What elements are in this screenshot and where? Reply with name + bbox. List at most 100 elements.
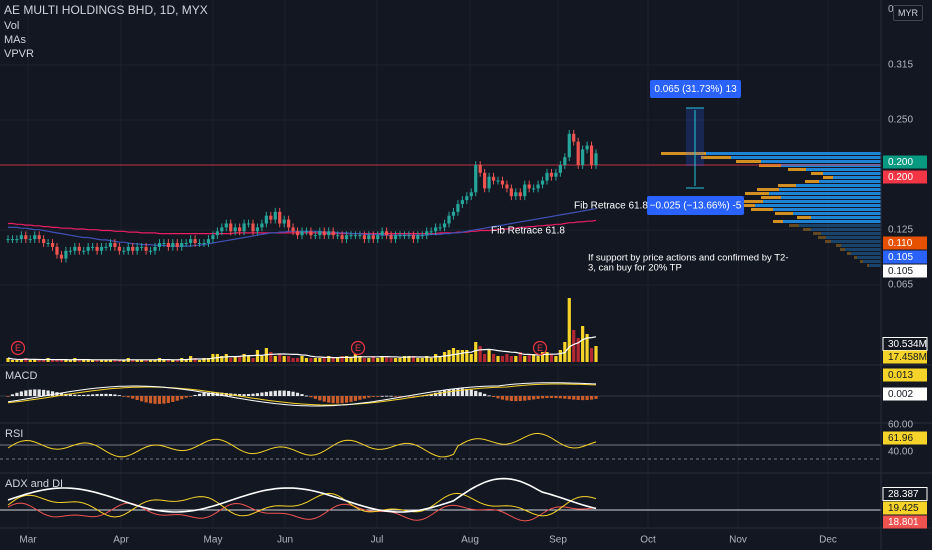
time-tick-5[interactable]: Aug [461, 535, 479, 546]
candle-49[interactable] [224, 223, 228, 228]
earnings-marker-1[interactable] [350, 340, 366, 356]
candle-25[interactable] [117, 246, 121, 251]
candle-59[interactable] [269, 215, 273, 220]
candle-128[interactable] [576, 141, 580, 165]
candle-125[interactable] [563, 157, 567, 165]
candle-132[interactable] [594, 153, 598, 165]
candle-11[interactable] [55, 246, 59, 255]
candle-93[interactable] [420, 235, 424, 237]
candle-37[interactable] [171, 243, 175, 247]
candle-57[interactable] [260, 223, 264, 228]
candle-124[interactable] [558, 165, 562, 173]
candle-1[interactable] [10, 239, 15, 241]
candle-75[interactable] [340, 235, 344, 240]
candle-46[interactable] [211, 235, 215, 240]
candle-108[interactable] [487, 176, 491, 189]
candle-76[interactable] [344, 235, 349, 240]
candle-39[interactable] [180, 243, 184, 247]
candle-5[interactable] [28, 239, 32, 241]
time-tick-3[interactable]: Jun [277, 535, 293, 546]
candle-43[interactable] [197, 243, 202, 244]
candle-79[interactable] [358, 235, 362, 237]
measure-down-label-box[interactable] [647, 196, 744, 215]
fib-retrace-label-1[interactable]: Fib Retrace 61.8 [574, 201, 648, 212]
candle-118[interactable] [532, 188, 536, 190]
candle-104[interactable] [469, 192, 473, 197]
candle-42[interactable] [193, 239, 197, 243]
candle-29[interactable] [135, 246, 139, 251]
candle-41[interactable] [189, 239, 193, 243]
time-tick-6[interactable]: Sep [549, 535, 567, 546]
candle-85[interactable] [385, 231, 389, 236]
candle-23[interactable] [108, 243, 113, 247]
candle-80[interactable] [362, 235, 366, 240]
candle-78[interactable] [353, 235, 358, 237]
candle-63[interactable] [287, 219, 291, 228]
note-text-line-2[interactable]: 3, can buy for 20% TP [588, 263, 682, 274]
candle-16[interactable] [77, 246, 81, 251]
price-candles[interactable] [6, 129, 598, 263]
candle-0[interactable] [6, 239, 10, 241]
candle-4[interactable] [24, 235, 28, 240]
candle-88[interactable] [398, 235, 402, 237]
candle-62[interactable] [282, 219, 286, 224]
candle-71[interactable] [322, 231, 326, 236]
candle-65[interactable] [295, 231, 300, 236]
candle-14[interactable] [68, 250, 72, 252]
candle-98[interactable] [442, 223, 447, 228]
candle-58[interactable] [264, 215, 268, 224]
earnings-marker-2[interactable] [532, 340, 548, 356]
candle-52[interactable] [238, 227, 242, 232]
candle-112[interactable] [505, 184, 509, 189]
candle-111[interactable] [500, 180, 505, 185]
candle-123[interactable] [554, 172, 558, 177]
candle-67[interactable] [304, 231, 309, 233]
candle-74[interactable] [336, 235, 340, 237]
rsi-pane-title[interactable]: RSI [5, 428, 24, 440]
candle-69[interactable] [313, 235, 317, 237]
candle-129[interactable] [581, 149, 585, 165]
candle-92[interactable] [416, 235, 420, 240]
candle-66[interactable] [300, 231, 304, 236]
candle-94[interactable] [425, 231, 429, 236]
candle-47[interactable] [215, 231, 219, 236]
candle-116[interactable] [523, 184, 527, 197]
candle-97[interactable] [438, 227, 442, 229]
candle-101[interactable] [456, 204, 460, 212]
candle-15[interactable] [73, 246, 77, 251]
price-axis[interactable]: 0.315 0.250 0.125 0.065 0.200 0.200 0.110 0.105… [882, 60, 928, 529]
candle-68[interactable] [309, 231, 313, 236]
candle-110[interactable] [496, 180, 500, 182]
time-tick-4[interactable]: Jul [371, 535, 384, 546]
time-tick-7[interactable]: Oct [640, 535, 656, 546]
candle-9[interactable] [46, 243, 50, 244]
candle-56[interactable] [255, 227, 260, 232]
candle-13[interactable] [64, 250, 68, 259]
candle-2[interactable] [15, 239, 19, 241]
candle-10[interactable] [50, 243, 55, 247]
candle-72[interactable] [327, 231, 331, 236]
candle-115[interactable] [518, 192, 522, 197]
candle-102[interactable] [460, 200, 464, 204]
note-text-line-1[interactable]: If support by price actions and confirme… [588, 253, 788, 264]
candle-121[interactable] [545, 172, 549, 181]
macd-pane-title[interactable]: MACD [5, 370, 38, 382]
indicator-mas-label[interactable]: MAs [4, 34, 26, 46]
candle-120[interactable] [540, 180, 545, 185]
candle-70[interactable] [318, 231, 322, 236]
candle-119[interactable] [536, 184, 540, 189]
symbol-title[interactable]: AE MULTI HOLDINGS BHD, 1D, MYX [4, 3, 208, 17]
candle-51[interactable] [233, 227, 237, 232]
candle-28[interactable] [131, 246, 135, 251]
candle-34[interactable] [157, 243, 162, 247]
candle-60[interactable] [273, 211, 277, 220]
fib-retrace-label-2[interactable]: Fib Retrace 61.8 [491, 226, 565, 237]
candle-33[interactable] [153, 246, 157, 251]
candle-114[interactable] [514, 192, 518, 197]
candle-107[interactable] [483, 172, 487, 189]
candle-77[interactable] [349, 235, 353, 237]
candle-127[interactable] [572, 133, 576, 142]
time-tick-0[interactable]: Mar [19, 535, 37, 546]
